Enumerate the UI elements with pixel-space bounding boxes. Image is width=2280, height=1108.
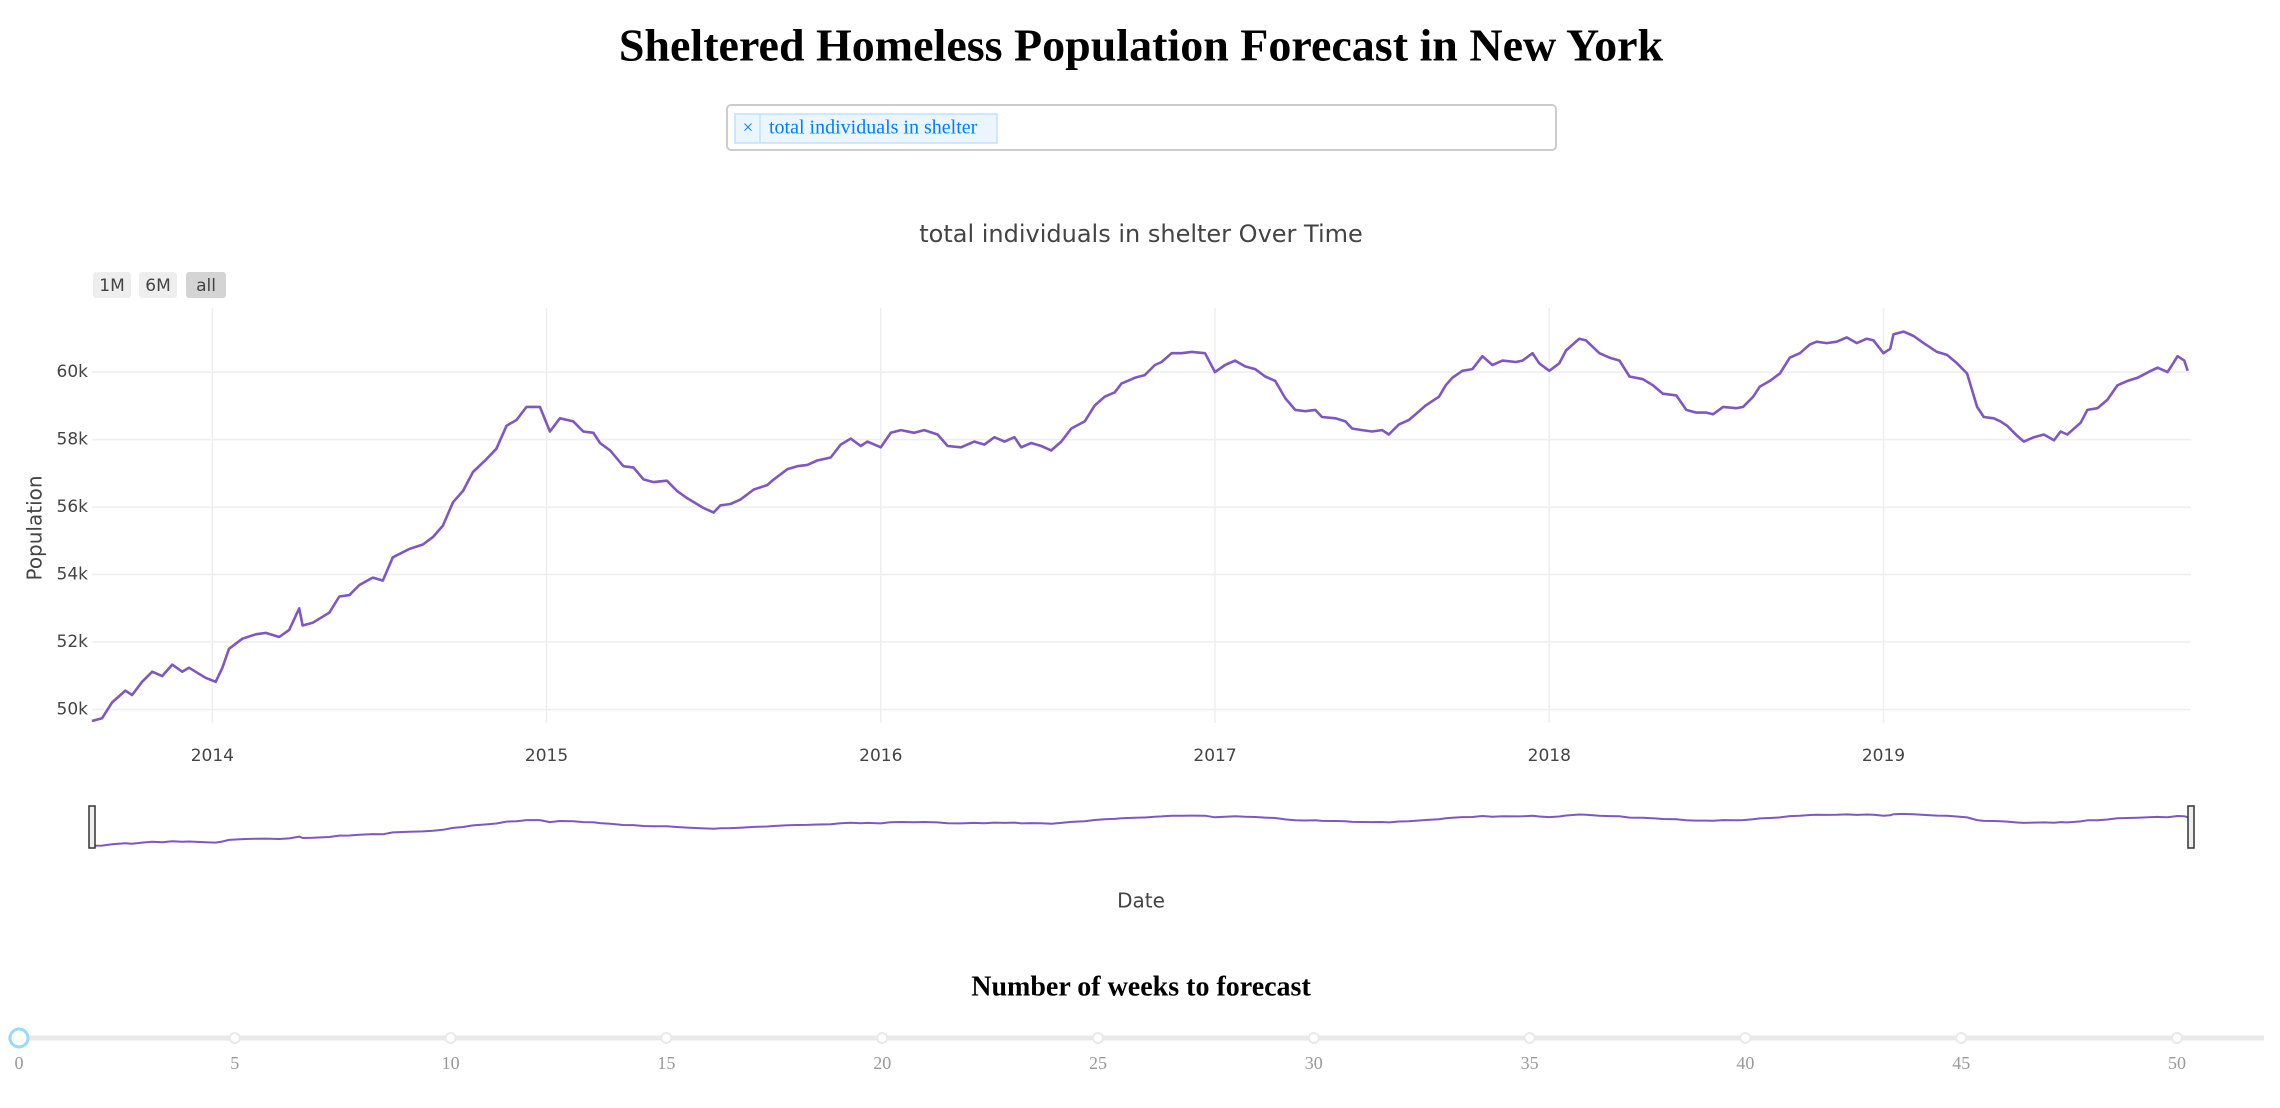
- slider-mark-label: 40: [1736, 1053, 1754, 1073]
- x-tick-label: 2017: [1193, 746, 1236, 766]
- y-axis-title: Population: [23, 475, 47, 580]
- slider-dot: [1955, 1032, 1968, 1044]
- range-button[interactable]: [186, 272, 226, 298]
- slider-mark-label: 50: [2168, 1053, 2186, 1073]
- x-axis-title: Date: [1117, 889, 1165, 913]
- range-button-label[interactable]: all: [196, 276, 216, 296]
- slider-dot: [228, 1032, 241, 1044]
- slider-dot: [876, 1032, 889, 1044]
- slider-dot: [1092, 1032, 1104, 1044]
- page-title: Sheltered Homeless Population Forecast i…: [619, 20, 1664, 71]
- x-tick-label: 2018: [1528, 746, 1571, 766]
- y-tick-label: 52k: [57, 632, 89, 652]
- range-button-label[interactable]: 6M: [145, 276, 170, 296]
- chart-title: total individuals in shelter Over Time: [919, 220, 1363, 248]
- slider-dot: [1739, 1032, 1752, 1044]
- slider-dot: [1307, 1032, 1320, 1044]
- tag-label: total individuals in shelter: [769, 117, 978, 139]
- range-button[interactable]: [93, 272, 131, 298]
- slider-dot: [2171, 1032, 2183, 1044]
- range-slider-handle[interactable]: [2187, 805, 2195, 849]
- slider-mark-label: 5: [230, 1053, 239, 1073]
- slider-mark-label: 35: [1521, 1053, 1539, 1073]
- x-tick-label: 2016: [859, 746, 902, 766]
- tag-clear[interactable]: ×: [743, 117, 754, 138]
- y-tick-label: 54k: [57, 565, 89, 585]
- y-tick-label: 60k: [57, 362, 89, 382]
- x-tick-label: 2014: [191, 746, 234, 766]
- range-button-label[interactable]: 1M: [99, 276, 124, 296]
- x-tick-label: 2019: [1862, 746, 1905, 766]
- data-line: [91, 330, 2189, 723]
- slider-mark-label: 45: [1952, 1053, 1970, 1073]
- range-slider-line: [91, 812, 2188, 847]
- range-button[interactable]: [139, 272, 177, 298]
- slider-mark-label: 30: [1305, 1053, 1323, 1073]
- slider-mark-label: 15: [657, 1053, 675, 1073]
- slider-dot: [444, 1032, 457, 1044]
- slider-mark-label: 20: [873, 1053, 891, 1073]
- slider-dot: [660, 1032, 673, 1044]
- range-slider-handle[interactable]: [88, 805, 96, 849]
- range-slider[interactable]: [91, 805, 2192, 849]
- y-tick-label: 58k: [57, 430, 89, 450]
- selected-tag: [734, 113, 998, 144]
- slider-handle[interactable]: [8, 1027, 30, 1049]
- slider-mark-label: 0: [15, 1053, 24, 1073]
- slider-label: Number of weeks to forecast: [971, 971, 1311, 1002]
- x-tick-label: 2015: [525, 746, 568, 766]
- y-tick-label: 56k: [57, 497, 89, 517]
- slider-dot: [1523, 1032, 1536, 1044]
- slider-mark-label: 10: [442, 1053, 460, 1073]
- slider-mark-label: 25: [1089, 1053, 1107, 1073]
- y-tick-label: 50k: [57, 700, 89, 720]
